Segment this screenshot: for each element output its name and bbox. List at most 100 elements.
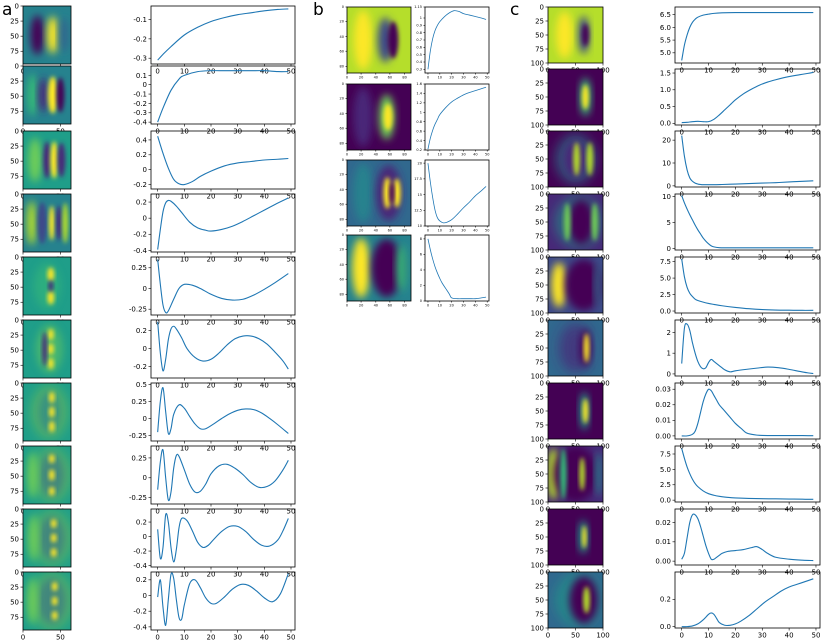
heatmap-blob: [551, 262, 567, 308]
a-heatmap-10-ytick-label: 50: [10, 599, 19, 607]
a-heatmap-1-ytick-label: 75: [10, 48, 19, 56]
a-heatmap-9-ytick-label: 50: [10, 536, 19, 544]
a-lineplot-10-ytick-label: 0.2: [136, 576, 147, 584]
b-heatmap-2: 0 20 40 60 80 0 20 40 60 80: [340, 82, 412, 157]
heatmap-blob: [30, 15, 45, 55]
b-lineplot-3-xtick-label: 40: [473, 229, 477, 233]
a-lineplot-7-xtick-label: 30: [233, 445, 242, 453]
heatmap-blob: [47, 343, 54, 355]
heatmap-blob: [33, 262, 61, 310]
b-lineplot-3-ytick-label: 10: [418, 224, 422, 228]
heatmap-blob: [48, 280, 54, 292]
c-heatmap-7-ytick-label: 0: [540, 379, 544, 387]
c-lineplot-1-frame: [674, 6, 821, 64]
heatmap-blob: [62, 202, 69, 244]
heatmap-blob: [582, 84, 589, 110]
a-lineplot-6-frame: [150, 319, 296, 379]
a-lineplot-7: 0 10 20 30 40 50 0.5 0.25 0 -0.25: [129, 381, 296, 453]
heatmap-blob: [353, 87, 373, 147]
a-heatmap-3-ytick-label: 0: [15, 127, 19, 135]
heatmap-blob: [56, 205, 62, 241]
b-lineplot-1-ytick-label: 0.8: [416, 31, 422, 35]
b-heatmap-3-ytick-label: 60: [340, 202, 344, 206]
c-lineplot-1-ytick-label: 6.5: [660, 11, 671, 19]
c-lineplot-2-xtick-label: 50: [812, 129, 821, 137]
a-lineplot-8-ytick-label: -0.25: [129, 494, 147, 502]
c-heatmap-9-ytick-label: 0: [540, 505, 544, 513]
a-lineplot-7-ytick-label: 0: [143, 415, 147, 423]
b-lineplot-1-xtick-label: 10: [438, 76, 442, 80]
heatmap-blob: [47, 16, 59, 54]
b-heatmap-3-xtick-label: 80: [402, 229, 406, 233]
a-lineplot-7-xtick-label: 10: [180, 445, 189, 453]
heatmap-blob: [47, 357, 54, 370]
b-lineplot-3-xtick-label: 30: [461, 229, 465, 233]
a-lineplot-8-xtick-label: 40: [260, 508, 269, 516]
a-heatmap-6-ytick-label: 0: [15, 316, 19, 324]
b-lineplot-3-ytick-label: 15: [418, 193, 422, 197]
c-lineplot-4-xtick-label: 30: [758, 254, 767, 262]
heatmap-blob: [47, 290, 55, 305]
a-lineplot-2-xtick-label: 30: [233, 128, 242, 136]
b-heatmap-2-xtick-label: 20: [359, 153, 363, 157]
heatmap-blob: [595, 451, 602, 497]
b-heatmap-1-ytick-label: 20: [340, 20, 344, 24]
b-lineplot-4-ytick-label: 8: [420, 237, 422, 241]
heatmap-blob: [573, 142, 580, 176]
b-heatmap-4-frame: [346, 234, 412, 302]
a-heatmap-9-ytick-label: 0: [15, 505, 19, 513]
c-heatmap-6-ytick-label: 50: [535, 344, 544, 352]
a-heatmap-6-ytick-label: 50: [10, 347, 19, 355]
heatmap-blob: [56, 77, 65, 113]
panel-label-a: a: [2, 0, 12, 20]
c-heatmap-10-xtick-label: 100: [596, 632, 609, 640]
a-lineplot-7-ytick-label: -0.25: [129, 432, 147, 440]
a-lineplot-6-ytick-label: -0.2: [133, 363, 147, 371]
c-heatmap-8-ytick-label: 100: [531, 498, 544, 506]
b-lineplot-3-xtick-label: 0: [427, 229, 429, 233]
c-heatmap-3-ytick-label: 75: [535, 169, 544, 177]
a-lineplot-10-xtick-label: 0: [155, 634, 159, 642]
heatmap-blob: [51, 596, 58, 606]
heatmap-blob: [560, 448, 567, 500]
c-heatmap-5-ytick-label: 25: [535, 267, 544, 275]
c-lineplot-3-ytick-label: 20: [662, 137, 671, 145]
a-lineplot-2-ytick-label: -0.2: [133, 100, 147, 108]
a-heatmap-2-ytick-label: 50: [10, 93, 19, 101]
c-heatmap-6-ytick-label: 75: [535, 358, 544, 366]
c-lineplot-6-ytick-label: 1: [667, 350, 671, 358]
heatmap-blob: [563, 202, 571, 242]
c-heatmap-7-ytick-label: 75: [535, 421, 544, 429]
a-lineplot-2-ytick-label: -0.3: [133, 109, 147, 117]
a-lineplot-2-ytick-label: -0.4: [133, 119, 147, 127]
b-lineplot-3-xtick-label: 20: [449, 229, 453, 233]
b-lineplot-1-xtick-label: 0: [427, 76, 429, 80]
a-heatmap-2-frame: [22, 65, 72, 125]
heatmap-blob: [565, 259, 603, 311]
c-lineplot-2-xtick-label: 0: [679, 129, 683, 137]
a-lineplot-5-frame: [150, 256, 296, 316]
a-lineplot-2-xtick-label: 0: [155, 128, 159, 136]
a-lineplot-9-xtick-label: 50: [287, 571, 296, 579]
c-heatmap-2-ytick-label: 75: [535, 107, 544, 115]
c-lineplot-7-xtick-label: 40: [785, 443, 794, 451]
c-lineplot-6-xtick-label: 30: [758, 380, 767, 388]
a-lineplot-3-ytick-label: -0.2: [133, 181, 147, 189]
c-heatmap-4-ytick-label: 100: [531, 246, 544, 254]
a-lineplot-6-xtick-label: 30: [233, 382, 242, 390]
c-lineplot-5-series-line: [681, 258, 814, 311]
b-heatmap-4-xtick-label: 80: [402, 304, 406, 308]
c-heatmap-5-ytick-label: 75: [535, 295, 544, 303]
a-lineplot-6-xtick-label: 10: [180, 382, 189, 390]
c-lineplot-8-xtick-label: 40: [785, 506, 794, 514]
c-lineplot-1: 0 10 20 30 40 50 6.5 6.0 5.5 5.0: [660, 6, 821, 75]
a-lineplot-3-series-line: [157, 136, 289, 186]
c-lineplot-3: 0 10 20 30 40 50 20 10 0: [662, 130, 820, 199]
c-heatmap-4-ytick-label: 50: [535, 218, 544, 226]
heatmap-blob: [50, 518, 57, 529]
a-lineplot-3-frame: [150, 130, 296, 190]
heatmap-blob: [582, 23, 589, 47]
